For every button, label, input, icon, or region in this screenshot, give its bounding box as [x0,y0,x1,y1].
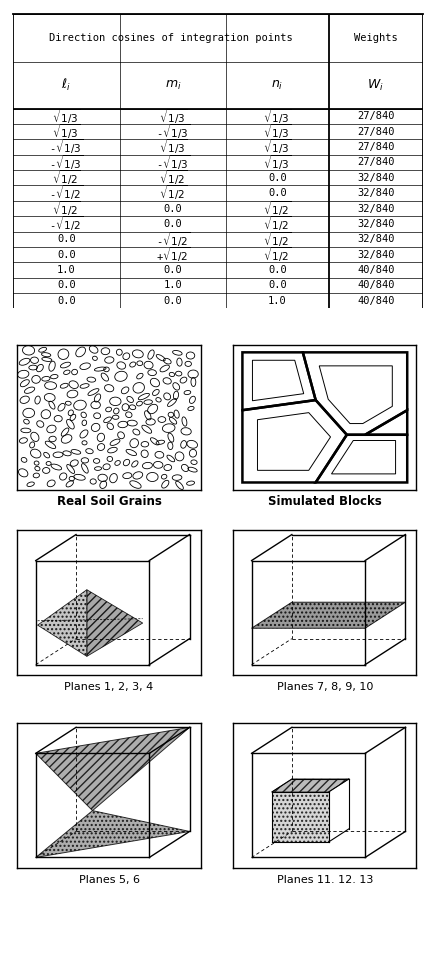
Text: 0.0: 0.0 [268,265,287,275]
Text: 27/840: 27/840 [357,126,395,137]
Text: -$\sqrt{1/2}$: -$\sqrt{1/2}$ [156,230,190,249]
Polygon shape [37,590,87,656]
Text: 27/840: 27/840 [357,142,395,152]
Text: Planes 11. 12. 13: Planes 11. 12. 13 [276,875,373,885]
Text: 1.0: 1.0 [164,281,182,290]
Text: -$\sqrt{1/3}$: -$\sqrt{1/3}$ [49,153,84,172]
Text: $\sqrt{1/3}$: $\sqrt{1/3}$ [263,122,292,141]
Text: $\sqrt{1/2}$: $\sqrt{1/2}$ [263,200,291,218]
Text: -$\sqrt{1/3}$: -$\sqrt{1/3}$ [156,122,190,141]
Text: $\sqrt{1/3}$: $\sqrt{1/3}$ [263,107,292,125]
Text: 0.0: 0.0 [164,265,182,275]
Text: 0.0: 0.0 [57,296,76,306]
Text: $\sqrt{1/2}$: $\sqrt{1/2}$ [263,230,291,249]
Text: 0.0: 0.0 [268,173,287,183]
Text: 32/840: 32/840 [357,234,395,244]
Text: 0.0: 0.0 [57,281,76,290]
Text: 1.0: 1.0 [268,296,287,306]
Text: $m_i$: $m_i$ [165,78,181,92]
Text: $W_i$: $W_i$ [368,77,384,93]
Text: 0.0: 0.0 [57,250,76,259]
Text: 0.0: 0.0 [164,203,182,213]
Polygon shape [272,779,349,791]
Text: -$\sqrt{1/3}$: -$\sqrt{1/3}$ [49,138,84,156]
Text: $\sqrt{1/2}$: $\sqrt{1/2}$ [159,184,187,202]
Text: 0.0: 0.0 [164,219,182,228]
Text: 32/840: 32/840 [357,203,395,213]
Text: 0.0: 0.0 [57,234,76,244]
Text: 1.0: 1.0 [57,265,76,275]
Text: 40/840: 40/840 [357,296,395,306]
Text: Direction cosines of integration points: Direction cosines of integration points [49,33,293,43]
Text: 27/840: 27/840 [357,111,395,121]
Text: 27/840: 27/840 [357,157,395,168]
Text: -$\sqrt{1/2}$: -$\sqrt{1/2}$ [49,184,84,202]
Text: -$\sqrt{1/2}$: -$\sqrt{1/2}$ [49,215,84,233]
Text: $\sqrt{1/2}$: $\sqrt{1/2}$ [263,215,291,233]
Polygon shape [87,590,143,656]
Text: 32/840: 32/840 [357,173,395,183]
Text: Weights: Weights [354,33,398,43]
Text: $n_i$: $n_i$ [271,78,283,92]
Text: 32/840: 32/840 [357,250,395,259]
Text: $\sqrt{1/2}$: $\sqrt{1/2}$ [159,169,187,187]
Text: $\sqrt{1/2}$: $\sqrt{1/2}$ [52,200,80,218]
Polygon shape [36,811,190,858]
Text: Planes 5, 6: Planes 5, 6 [78,875,140,885]
Text: $\sqrt{1/3}$: $\sqrt{1/3}$ [52,107,81,125]
Text: $\sqrt{1/3}$: $\sqrt{1/3}$ [263,153,292,172]
Text: Planes 7, 8, 9, 10: Planes 7, 8, 9, 10 [276,683,373,692]
Polygon shape [252,602,405,629]
Text: $\ell_i$: $\ell_i$ [61,77,71,94]
Text: 32/840: 32/840 [357,219,395,228]
Text: $\sqrt{1/2}$: $\sqrt{1/2}$ [263,245,291,264]
Text: 0.0: 0.0 [268,188,287,199]
Text: -$\sqrt{1/3}$: -$\sqrt{1/3}$ [156,153,190,172]
Text: $\sqrt{1/3}$: $\sqrt{1/3}$ [263,138,292,156]
Text: 40/840: 40/840 [357,265,395,275]
Text: 40/840: 40/840 [357,281,395,290]
Text: Simulated Blocks: Simulated Blocks [268,495,382,508]
Text: Real Soil Grains: Real Soil Grains [57,495,161,508]
Text: Planes 1, 2, 3, 4: Planes 1, 2, 3, 4 [65,683,153,692]
Polygon shape [36,727,190,811]
Text: $\sqrt{1/2}$: $\sqrt{1/2}$ [52,169,80,187]
Text: 0.0: 0.0 [164,296,182,306]
Text: +$\sqrt{1/2}$: +$\sqrt{1/2}$ [156,245,190,264]
Text: $\sqrt{1/3}$: $\sqrt{1/3}$ [52,122,81,141]
Text: $\sqrt{1/3}$: $\sqrt{1/3}$ [159,107,187,125]
Text: 32/840: 32/840 [357,188,395,199]
Bar [272,791,329,842]
Text: $\sqrt{1/3}$: $\sqrt{1/3}$ [159,138,187,156]
Text: 0.0: 0.0 [268,281,287,290]
